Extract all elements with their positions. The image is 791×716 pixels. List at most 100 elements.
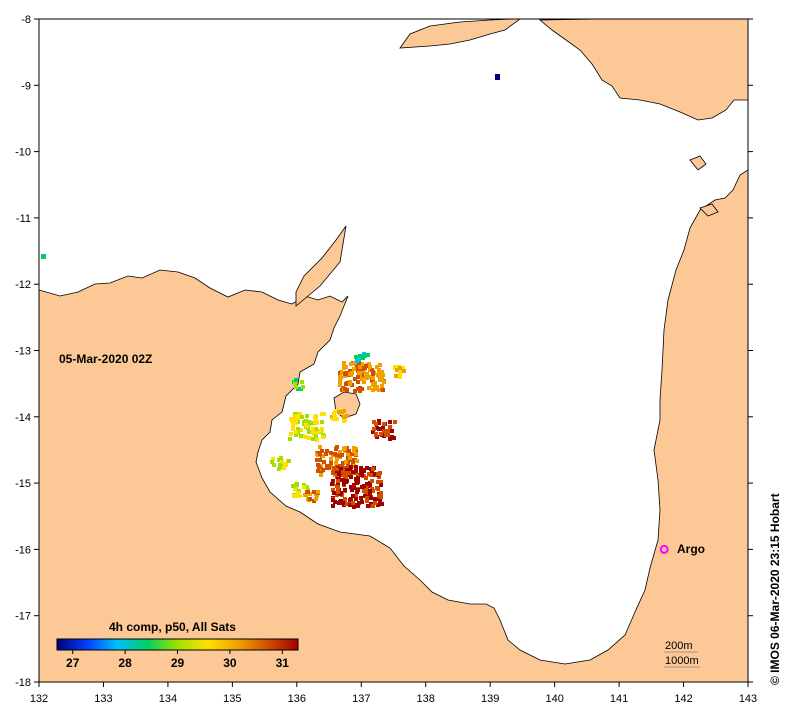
argo-label: Argo [677,542,705,556]
sst-pixel [307,420,311,424]
sst-pixel [376,373,380,377]
sst-pixel [340,371,344,375]
sst-pixel [317,465,321,469]
sst-pixel [359,466,363,470]
sst-pixel [303,493,307,497]
sst-pixel [345,388,349,392]
sst-pixel [371,370,375,374]
longitude-axis: 132 133 134 135 136 137 138 139 140 141 142 143 [30,682,757,705]
sst-pixel [356,504,360,508]
sst-pixel [380,375,384,379]
sst-pixel [318,458,322,462]
lat-tick-label: -17 [15,611,31,623]
sst-pixel [315,430,319,434]
sst-pixel [338,375,342,379]
argo-marker[interactable]: Argo [659,542,705,556]
sst-pixel [360,377,364,381]
argo-float-icon[interactable] [659,544,669,554]
cape-york [538,19,748,121]
sst-pixel [355,459,359,463]
lon-tick-label: 143 [739,693,757,705]
sst-pixel [369,496,373,500]
sst-pixel [298,494,302,498]
sst-pixel [362,469,366,473]
colorbar-tick-label: 29 [171,656,185,670]
colorbar-tick-label: 28 [118,656,132,670]
sst-pixel [390,435,394,439]
sst-pixel [278,463,282,467]
sst-pixel [352,483,356,487]
sst-pixel [304,419,308,423]
sst-pixel [316,490,320,494]
sst-pixel [354,465,358,469]
sst-pixel [344,471,348,475]
sst-pixel [362,380,366,384]
sst-pixel [315,438,319,442]
sst-pixel [289,432,293,436]
sst-pixel [346,464,350,468]
sst-pixel [359,496,363,500]
sst-pixel [335,445,339,449]
sst-pixel [348,468,352,472]
lon-tick-label: 134 [159,693,177,705]
sst-pixel [355,481,359,485]
colorbar-tick-label: 30 [223,656,237,670]
sst-pixel [371,376,375,380]
sst-pixel [379,495,383,499]
sst-pixel [354,452,358,456]
sst-pixel [283,462,287,466]
sst-pixel [344,460,348,464]
sst-pixel [381,426,385,430]
sst-pixel [344,480,348,484]
sst-pixel [367,375,371,379]
colorbar-title: 4h comp, p50, All Sats [109,620,236,634]
sst-pixel [382,429,386,433]
sst-pixel [352,486,356,490]
sst-pixel [312,490,316,494]
sst-pixel [345,414,349,418]
sst-pixel [352,505,356,509]
sst-pixel [299,434,303,438]
sst-pixel [341,461,345,465]
sst-pixel [343,418,347,422]
sst-pixel [321,454,325,458]
sst-pixel [352,367,356,371]
sst-pixel [369,473,373,477]
sst-pixel [334,467,338,471]
wessel-islands [295,225,347,307]
sst-pixel [349,475,353,479]
lat-tick-label: -12 [15,279,31,291]
sst-pixel [354,469,358,473]
sst-pixel [378,427,382,431]
sst-pixel [340,410,344,414]
sst-pixel [373,381,377,385]
torres-islands [689,155,719,217]
sst-pixel [380,384,384,388]
sst-pixel [304,423,308,427]
lon-tick-label: 137 [352,693,370,705]
sst-pixel [306,490,310,494]
sst-pixel [321,435,325,439]
sst-pixel [343,497,347,501]
sst-pixel [315,458,319,462]
sst-pixel [357,362,361,366]
sst-pixel [329,457,333,461]
sst-pixel [373,501,377,505]
sst-pixel [338,500,342,504]
sst-pixel [346,453,350,457]
png-coast [399,19,521,49]
sst-pixel [395,368,399,372]
sst-pixel [301,385,305,389]
sst-pixel [300,380,304,384]
sst-pixel [356,375,360,379]
sst-pixel [315,421,319,425]
sst-pixel [331,488,335,492]
sst-pixel [358,365,362,369]
lat-tick-label: -14 [15,412,31,424]
sst-pixel [379,491,383,495]
lon-tick-label: 132 [30,693,48,705]
sst-pixel [345,468,349,472]
sst-pixel [381,388,385,392]
lon-tick-label: 138 [417,693,435,705]
sst-pixel [342,415,346,419]
